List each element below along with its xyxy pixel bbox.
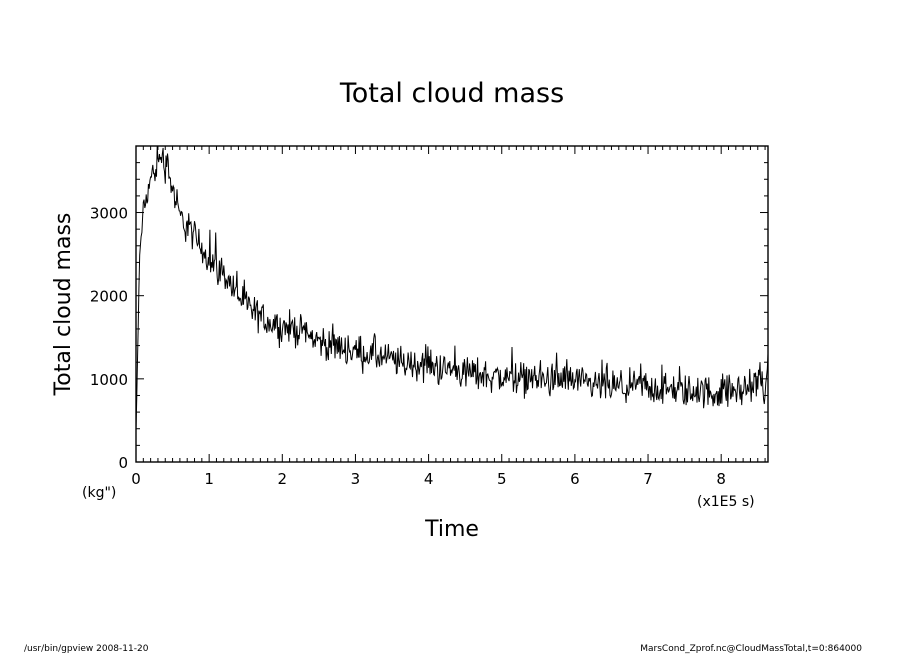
x-tick-label: 5 [497,470,507,488]
y-tick-label: 3000 [90,205,128,223]
series-line-total-cloud-mass [135,145,769,431]
x-tick-label: 3 [351,470,361,488]
y-tick-label: 2000 [90,288,128,306]
x-tick-label: 1 [204,470,214,488]
footer-left: /usr/bin/gpview 2008-11-20 [24,644,149,654]
x-tick-label: 4 [424,470,434,488]
y-tick-label: 0 [118,454,128,472]
y-axis-label: Total cloud mass [51,213,76,397]
plot-frame [135,145,769,463]
y-tick-label: 1000 [90,371,128,389]
chart-title: Total cloud mass [339,78,564,109]
x-tick-label: 7 [643,470,653,488]
axis-ticks: 0 1 2 3 4 5 6 7 8 0 1000 2000 3000 [90,146,768,488]
x-unit-label: (x1E5 s) [697,494,755,510]
x-tick-label: 0 [131,470,141,488]
x-tick-label: 2 [278,470,288,488]
x-tick-label: 6 [570,470,580,488]
x-axis-label: Time [424,517,479,542]
x-tick-label: 8 [716,470,726,488]
footer-right: MarsCond_Zprof.nc@CloudMassTotal,t=0:864… [640,644,862,654]
y-unit-label: (kg") [82,485,116,501]
